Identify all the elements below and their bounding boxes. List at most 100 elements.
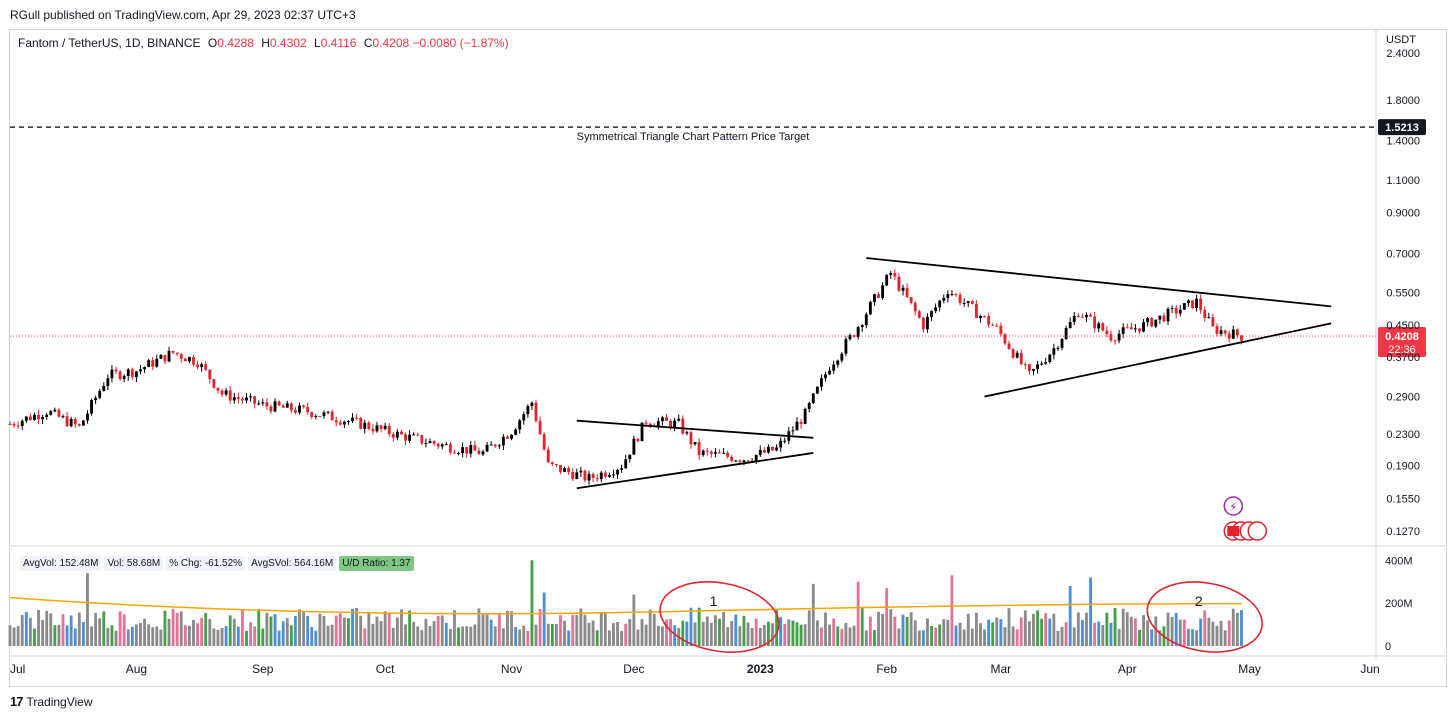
candle-body bbox=[139, 369, 142, 372]
candle bbox=[86, 410, 89, 424]
candle bbox=[636, 437, 640, 443]
candle-body bbox=[885, 274, 889, 286]
candle-body bbox=[497, 445, 501, 447]
candle-body bbox=[550, 462, 554, 465]
volume-bar bbox=[489, 619, 493, 646]
candle-body bbox=[726, 452, 730, 457]
volume-bar bbox=[351, 608, 354, 646]
candle bbox=[1019, 349, 1023, 366]
candle bbox=[1191, 300, 1194, 309]
footer-brand[interactable]: 17 TradingView bbox=[10, 694, 93, 709]
candle-body bbox=[1146, 318, 1150, 323]
volume-bar bbox=[501, 628, 505, 646]
candle-body bbox=[693, 442, 697, 445]
volume-bar bbox=[1076, 612, 1080, 646]
candle bbox=[762, 446, 766, 454]
volume-bar bbox=[897, 628, 901, 646]
candle-body bbox=[110, 369, 114, 379]
volume-bar bbox=[730, 621, 734, 646]
price-tick-label: 0.1550 bbox=[1386, 493, 1420, 505]
candle bbox=[12, 421, 16, 428]
volume-bar bbox=[37, 609, 40, 646]
volume-bar bbox=[974, 612, 978, 646]
candle-body bbox=[1235, 329, 1239, 336]
volume-bar bbox=[685, 621, 689, 646]
candle-body bbox=[375, 425, 379, 432]
volume-bar bbox=[122, 614, 126, 646]
candle-body bbox=[269, 406, 273, 412]
candle-body bbox=[436, 443, 440, 447]
candle bbox=[1036, 360, 1039, 374]
candle bbox=[102, 382, 106, 392]
candle bbox=[114, 366, 118, 375]
candle-body bbox=[265, 402, 269, 407]
time-tick-label: Dec bbox=[623, 662, 644, 676]
candle bbox=[453, 449, 456, 454]
volume-bar bbox=[1227, 620, 1231, 646]
candle bbox=[424, 438, 428, 448]
candle-body bbox=[673, 420, 677, 428]
volume-tick-label: 200M bbox=[1385, 598, 1413, 610]
volume-bar bbox=[375, 616, 379, 646]
candle-body bbox=[974, 303, 978, 319]
volume-bar bbox=[424, 618, 428, 646]
candle bbox=[1113, 339, 1117, 345]
volume-bar bbox=[24, 612, 28, 646]
volume-bar bbox=[387, 612, 391, 646]
triangle-trendline bbox=[866, 257, 1332, 308]
candle bbox=[485, 441, 489, 453]
candle-body bbox=[889, 272, 893, 275]
volume-bar bbox=[877, 611, 880, 646]
volume-bar bbox=[701, 621, 705, 646]
volume-bar bbox=[306, 615, 310, 646]
volume-bar bbox=[45, 610, 49, 646]
candle bbox=[1056, 345, 1060, 351]
price-tick-label: 0.7000 bbox=[1386, 248, 1420, 260]
candle bbox=[1052, 343, 1056, 360]
candle-body bbox=[591, 474, 595, 478]
volume-bar bbox=[563, 620, 566, 646]
candle bbox=[285, 400, 289, 408]
volume-bar bbox=[147, 624, 151, 646]
volume-bar bbox=[33, 628, 36, 646]
candle bbox=[713, 448, 717, 458]
candle-body bbox=[844, 339, 848, 354]
candle-body bbox=[45, 414, 49, 418]
candle-body bbox=[705, 450, 709, 452]
volume-bar bbox=[603, 611, 607, 646]
candle bbox=[828, 367, 832, 376]
volume-average-line bbox=[9, 596, 1242, 615]
volume-bar bbox=[302, 612, 306, 646]
time-tick-label: Mar bbox=[991, 662, 1012, 676]
volume-bar bbox=[432, 621, 436, 646]
symbol-legend[interactable]: Fantom / TetherUS, 1D, BINANCE O0.4288 H… bbox=[18, 36, 509, 50]
candle-body bbox=[342, 421, 346, 425]
candle-body bbox=[877, 294, 880, 298]
candle-body bbox=[530, 402, 534, 407]
highlight-circle-1 bbox=[659, 581, 780, 653]
candle-body bbox=[281, 405, 285, 408]
candle bbox=[501, 434, 505, 451]
candle-body bbox=[155, 358, 159, 367]
volume-bar bbox=[807, 610, 811, 646]
volume-legend[interactable]: AvgVol: 152.48M Vol: 58.68M % Chg: -61.5… bbox=[20, 556, 414, 571]
candle bbox=[1015, 350, 1019, 359]
candle bbox=[16, 421, 20, 429]
volume-bar bbox=[175, 612, 179, 646]
last-price-badge-label: 0.4208 bbox=[1385, 331, 1419, 343]
candle bbox=[1027, 363, 1031, 375]
candle-body bbox=[1019, 352, 1023, 365]
volume-bar bbox=[200, 617, 204, 646]
candle bbox=[355, 413, 359, 421]
candle bbox=[885, 274, 889, 287]
candle-body bbox=[220, 390, 224, 395]
candle bbox=[991, 323, 995, 326]
candle-body bbox=[930, 311, 933, 317]
volume-bar bbox=[1203, 610, 1207, 646]
volume-bar bbox=[130, 626, 134, 646]
candle-body bbox=[791, 430, 795, 432]
volume-bar bbox=[673, 625, 677, 646]
candle bbox=[709, 450, 713, 458]
candle-body bbox=[65, 416, 69, 427]
